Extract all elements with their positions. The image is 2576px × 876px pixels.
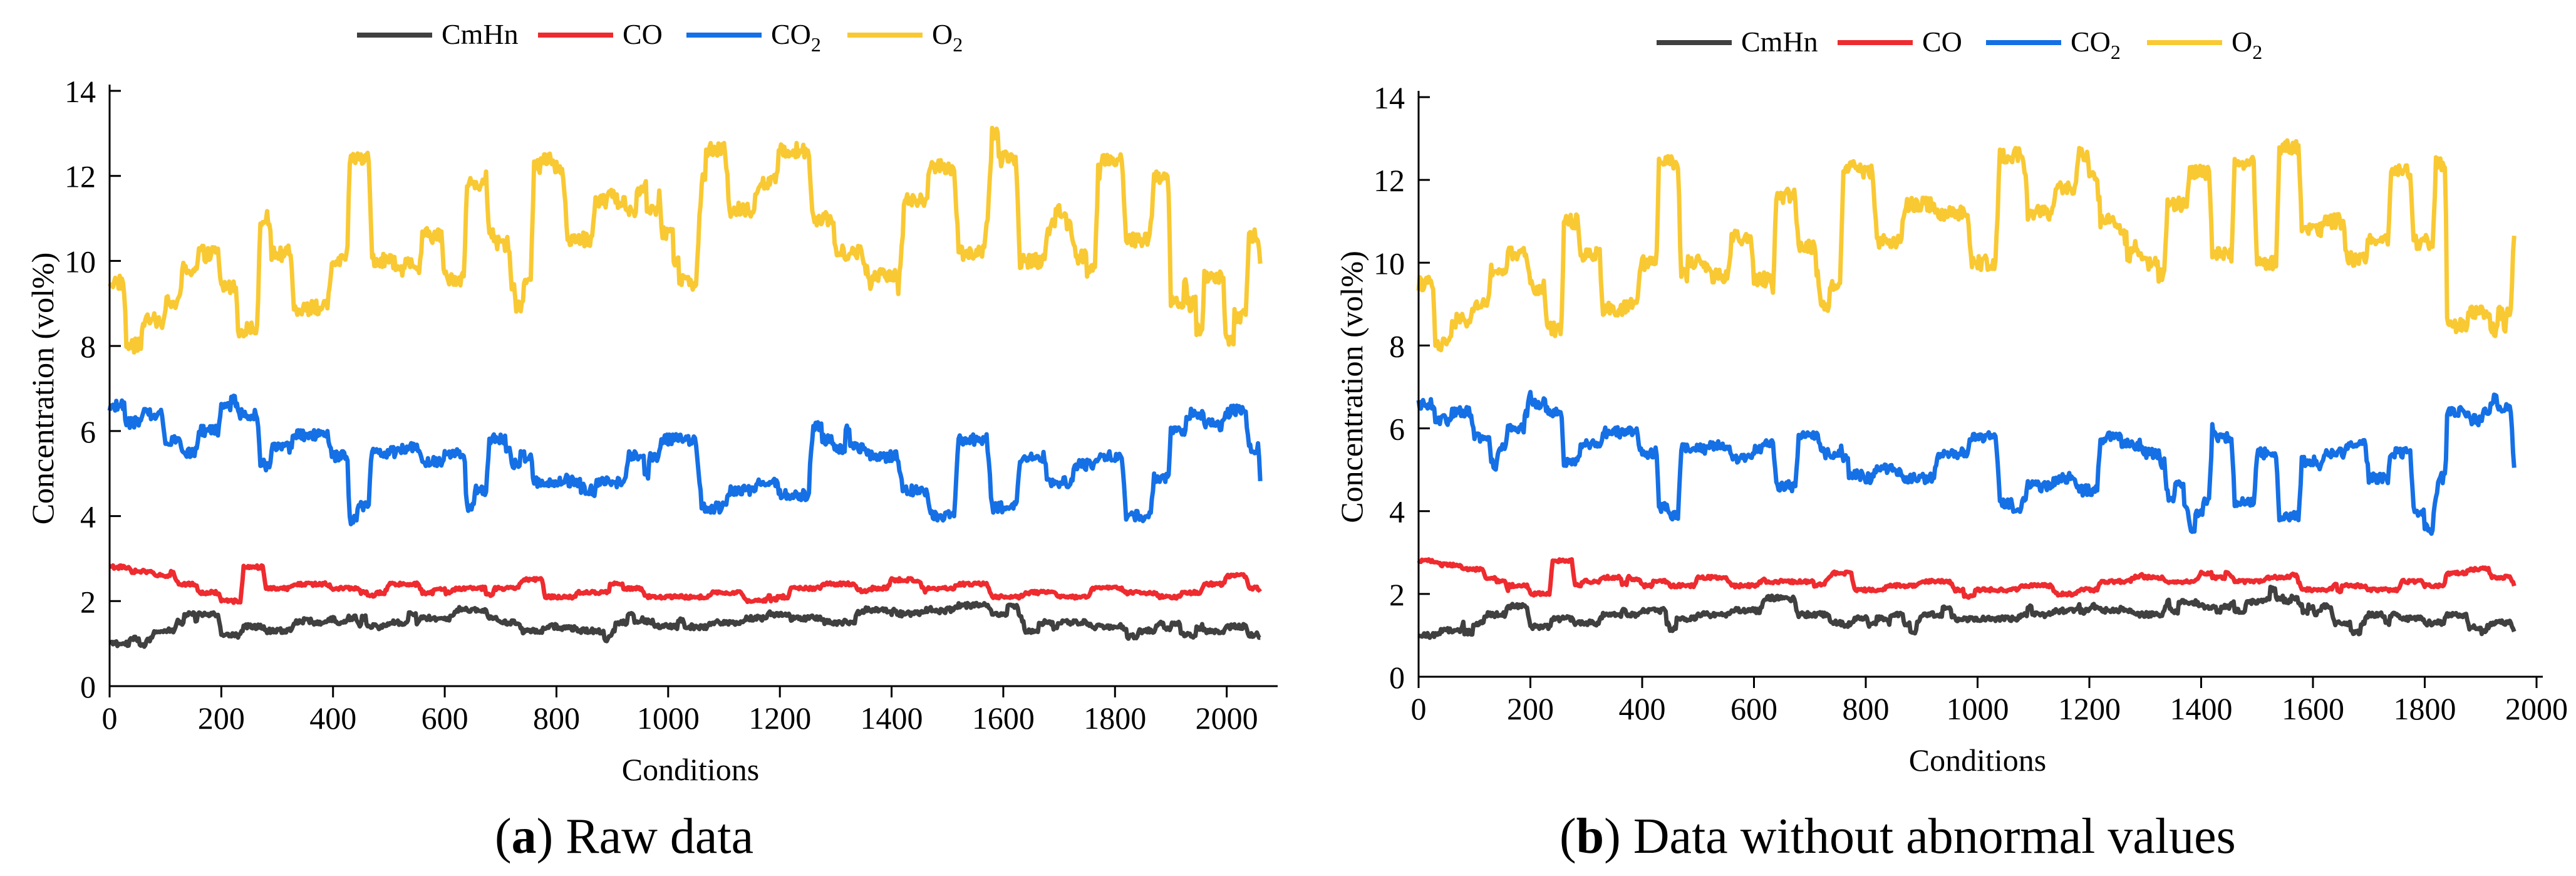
caption-a-text: Raw data bbox=[566, 809, 754, 864]
series-line-O2 bbox=[1416, 138, 2517, 353]
x-tick-label: 600 bbox=[422, 701, 468, 736]
x-tick-label: 0 bbox=[1411, 691, 1427, 726]
legend-label-text: CmHn bbox=[1741, 26, 1818, 58]
y-tick-label: 12 bbox=[65, 159, 96, 194]
x-tick-label: 1000 bbox=[1947, 691, 2009, 726]
legend-label-CO: CO bbox=[1922, 26, 1962, 58]
legend-label-O2: O2 bbox=[2232, 26, 2262, 63]
x-tick-label: 1000 bbox=[637, 701, 700, 736]
chart-panel-a: 0 2 4 6 8 10 12 14 0 200 400 600 800 1000 1200 1400 1600… bbox=[25, 18, 1278, 787]
x-tick-label: 200 bbox=[198, 701, 245, 736]
legend-label-text: CO bbox=[771, 18, 811, 50]
legend-label-text: CO bbox=[2071, 26, 2111, 58]
x-tick-label: 1600 bbox=[972, 701, 1035, 736]
caption-a: (a) Raw data bbox=[495, 809, 754, 864]
legend-label-subscript: 2 bbox=[2111, 41, 2121, 63]
y-tick-label: 12 bbox=[1373, 163, 1405, 198]
x-axis-label: Conditions bbox=[1909, 743, 2046, 778]
legend-label-text: CO bbox=[1922, 26, 1962, 58]
y-tick-label: 2 bbox=[1389, 577, 1405, 612]
legend-label-CmHn: CmHn bbox=[1741, 26, 1818, 58]
legend-label-O2: O2 bbox=[932, 18, 963, 56]
x-tick-label: 1200 bbox=[2058, 691, 2121, 726]
y-tick-label: 14 bbox=[1373, 80, 1405, 115]
y-tick-label: 14 bbox=[65, 74, 96, 109]
x-tick-label: 400 bbox=[1619, 691, 1666, 726]
x-tick-label: 1800 bbox=[2394, 691, 2456, 726]
x-tick-label: 800 bbox=[533, 701, 580, 736]
series-line-O2 bbox=[107, 125, 1263, 355]
legend-label-text: CmHn bbox=[442, 18, 519, 50]
caption-b-letter: b bbox=[1576, 809, 1605, 864]
series-line-CO2 bbox=[1416, 390, 2517, 536]
chart-panel-b: 0 2 4 6 8 10 12 14 0 200 400 600 800 1000 1200 1400 1600… bbox=[1334, 26, 2568, 778]
y-tick-label: 6 bbox=[1389, 412, 1405, 447]
caption-a-letter: a bbox=[511, 809, 537, 864]
x-tick-label: 200 bbox=[1507, 691, 1554, 726]
x-tick-label: 1200 bbox=[748, 701, 811, 736]
x-tick-label: 600 bbox=[1730, 691, 1777, 726]
legend-label-CmHn: CmHn bbox=[442, 18, 519, 50]
series-line-CmHn bbox=[108, 600, 1261, 649]
legend-label-CO2: CO2 bbox=[2071, 26, 2121, 63]
y-tick-label: 8 bbox=[1389, 328, 1405, 363]
series-line-CmHn bbox=[1417, 585, 2517, 640]
y-tick-label: 8 bbox=[80, 329, 96, 364]
legend-label-text: O bbox=[932, 18, 953, 50]
x-tick-label: 1800 bbox=[1084, 701, 1146, 736]
x-tick-label: 2000 bbox=[2505, 691, 2568, 726]
caption-b-text: Data without abnormal values bbox=[1633, 809, 2236, 864]
series-line-CO bbox=[108, 563, 1262, 605]
series-line-CO bbox=[1417, 557, 2517, 600]
x-axis-label: Conditions bbox=[622, 752, 759, 787]
y-tick-label: 2 bbox=[80, 584, 96, 619]
x-tick-label: 1400 bbox=[2170, 691, 2233, 726]
x-tick-label: 400 bbox=[309, 701, 356, 736]
legend-label-subscript: 2 bbox=[811, 33, 821, 56]
y-tick-label: 10 bbox=[65, 244, 96, 279]
y-axis-label: Concentration (vol%) bbox=[1334, 251, 1369, 523]
y-tick-label: 6 bbox=[80, 414, 96, 449]
y-tick-label: 0 bbox=[80, 669, 96, 704]
caption-b: (b) Data without abnormal values bbox=[1560, 809, 2236, 864]
legend-label-CO2: CO2 bbox=[771, 18, 821, 56]
y-tick-label: 10 bbox=[1373, 246, 1405, 281]
x-tick-label: 0 bbox=[102, 701, 118, 736]
x-tick-label: 800 bbox=[1843, 691, 1890, 726]
series-line-CO2 bbox=[107, 394, 1263, 526]
legend-label-subscript: 2 bbox=[2252, 41, 2262, 63]
legend: CmHn CO CO2 O2 bbox=[1657, 26, 2262, 63]
legend-label-text: CO bbox=[623, 18, 663, 50]
y-axis-label: Concentration (vol%) bbox=[25, 253, 60, 525]
y-tick-label: 0 bbox=[1389, 660, 1405, 695]
legend-label-text: O bbox=[2232, 26, 2252, 58]
x-tick-label: 1600 bbox=[2282, 691, 2344, 726]
legend-label-CO: CO bbox=[623, 18, 663, 50]
x-tick-label: 2000 bbox=[1196, 701, 1258, 736]
y-tick-label: 4 bbox=[1389, 494, 1405, 529]
legend-label-subscript: 2 bbox=[953, 33, 963, 56]
legend: CmHn CO CO2 O2 bbox=[357, 18, 963, 56]
y-tick-label: 4 bbox=[80, 499, 96, 534]
x-tick-label: 1400 bbox=[861, 701, 923, 736]
